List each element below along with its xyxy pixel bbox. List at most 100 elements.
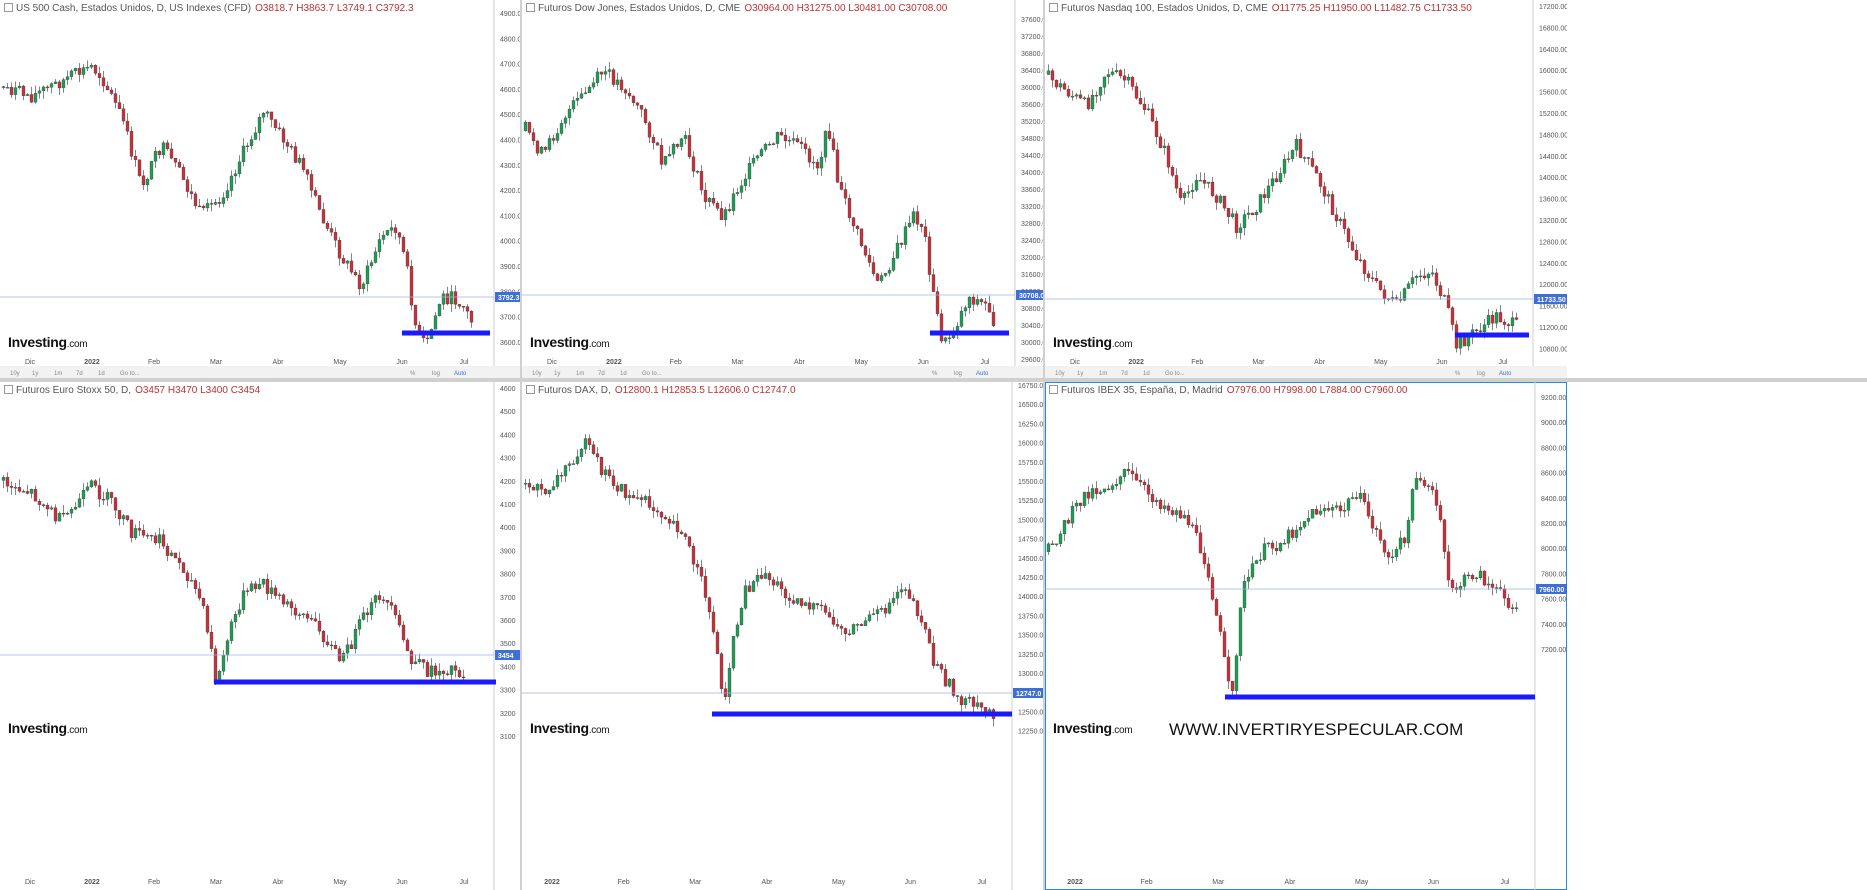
candle-body <box>583 438 588 450</box>
toolbar-button[interactable]: Go to... <box>1165 371 1185 377</box>
toolbar-button[interactable]: % <box>932 371 938 377</box>
candle-body <box>233 614 238 622</box>
chart-canvas[interactable]: 37600.00 37200.00 36800.00 36400.00 36000.00… <box>522 0 1043 378</box>
divider-vertical-2[interactable] <box>1043 0 1045 890</box>
toolbar-button[interactable]: 1d <box>620 371 627 377</box>
toolbar-button[interactable]: 1m <box>576 371 584 377</box>
candle-body <box>433 665 438 676</box>
candle-body <box>595 453 600 458</box>
candle-body <box>1410 277 1415 284</box>
chart-canvas[interactable]: 4600 4500 4400 4300 4200 4100 4000 3900 3800 3700… <box>0 382 520 890</box>
collapse-icon[interactable] <box>1049 385 1058 394</box>
candle-body <box>369 602 374 615</box>
toolbar-button[interactable]: 10y <box>532 371 542 377</box>
candle-body <box>871 262 876 274</box>
toolbar-button[interactable]: 1d <box>1143 371 1150 377</box>
candle-body <box>1070 95 1075 98</box>
candle-body <box>285 601 290 605</box>
candle-body <box>663 155 668 165</box>
candle-body <box>449 291 454 305</box>
collapse-icon[interactable] <box>526 385 535 394</box>
toolbar-button[interactable]: 1y <box>1077 371 1083 377</box>
candle-body <box>433 315 438 330</box>
candle-body <box>859 624 864 626</box>
chart-canvas[interactable]: 9200.00 9000.00 8800.00 8600.00 8400.00 8200.… <box>1045 382 1567 890</box>
collapse-icon[interactable] <box>526 3 535 12</box>
toolbar-button[interactable]: 1d <box>98 371 105 377</box>
toolbar-button[interactable]: 1m <box>1099 371 1107 377</box>
candle-body <box>97 73 102 78</box>
candle-body <box>539 484 544 490</box>
chart-panel-dax[interactable]: 16750.0 16500.0 16250.0 16000.0 15750.0 15500… <box>522 382 1043 890</box>
candle-body <box>213 202 218 205</box>
candle-body <box>1126 76 1131 81</box>
candle-body <box>1450 579 1455 588</box>
candle-body <box>1090 488 1095 499</box>
candle-body <box>373 595 378 603</box>
chart-legend: Futuros Nasdaq 100, Estados Unidos, D, C… <box>1049 3 1472 14</box>
collapse-icon[interactable] <box>1049 3 1058 12</box>
chart-panel-dow[interactable]: 37600.00 37200.00 36800.00 36400.00 36000.00… <box>522 0 1043 378</box>
toolbar-button[interactable]: Go to... <box>120 371 140 377</box>
candle-body <box>807 602 812 610</box>
x-tick-label: Jun <box>396 359 407 366</box>
candle-body <box>575 97 580 101</box>
y-tick-label: 15500.0 <box>1018 479 1043 486</box>
toolbar-button[interactable]: Auto <box>976 371 989 377</box>
toolbar-button[interactable]: Auto <box>1499 371 1512 377</box>
candle-body <box>1374 527 1379 530</box>
candle-body <box>1450 307 1455 325</box>
candle-body <box>531 486 536 491</box>
chart-title: Futuros Nasdaq 100, Estados Unidos, D, C… <box>1061 3 1268 14</box>
candle-body <box>125 120 130 132</box>
toolbar-button[interactable]: 7d <box>598 371 605 377</box>
investing-logo: Investing.com <box>1053 334 1133 350</box>
toolbar-button[interactable]: 10y <box>10 371 20 377</box>
candle-body <box>1362 493 1367 502</box>
y-tick-label: 14250.0 <box>1018 575 1043 582</box>
divider-horizontal[interactable] <box>0 378 1867 382</box>
toolbar-button[interactable]: % <box>1455 371 1461 377</box>
toolbar-button[interactable]: log <box>954 371 962 377</box>
candle-body <box>241 145 246 163</box>
chart-panel-sp500[interactable]: 4900.0 4800.0 4700.0 4600.0 4500.0 4400.0 4300… <box>0 0 520 378</box>
candle-body <box>831 138 836 150</box>
toolbar-button[interactable]: 1m <box>54 371 62 377</box>
candle-body <box>1502 321 1507 325</box>
candle-body <box>1402 537 1407 544</box>
candle-body <box>879 275 884 281</box>
toolbar-button[interactable]: 1y <box>554 371 560 377</box>
chart-panel-eurostoxx[interactable]: 4600 4500 4400 4300 4200 4100 4000 3900 3800 3700… <box>0 382 520 890</box>
candle-body <box>931 274 936 292</box>
candle-body <box>1266 185 1271 198</box>
chart-panel-nasdaq[interactable]: 17200.00 16800.00 16400.00 16000.00 15600.00… <box>1045 0 1567 378</box>
candle-body <box>1378 280 1383 290</box>
chart-canvas[interactable]: 17200.00 16800.00 16400.00 16000.00 15600.00… <box>1045 0 1567 378</box>
divider-vertical-1[interactable] <box>520 0 522 890</box>
toolbar-button[interactable]: log <box>1477 371 1485 377</box>
candle-body <box>453 665 458 671</box>
toolbar-button[interactable]: log <box>432 371 440 377</box>
collapse-icon[interactable] <box>4 3 13 12</box>
y-tick-label: 16500.0 <box>1018 402 1043 409</box>
toolbar-button[interactable]: Auto <box>454 371 467 377</box>
toolbar-button[interactable]: 1y <box>32 371 38 377</box>
toolbar-button[interactable]: % <box>410 371 416 377</box>
toolbar-button[interactable]: 10y <box>1055 371 1065 377</box>
chart-title: US 500 Cash, Estados Unidos, D, US Index… <box>16 3 252 14</box>
candle-body <box>397 232 402 238</box>
toolbar-button[interactable]: Go to... <box>642 371 662 377</box>
chart-canvas[interactable]: 16750.0 16500.0 16250.0 16000.0 15750.0 15500… <box>522 382 1043 890</box>
toolbar-button[interactable]: 7d <box>76 371 83 377</box>
chart-canvas[interactable]: 4900.0 4800.0 4700.0 4600.0 4500.0 4400.0 4300… <box>0 0 520 378</box>
candle-body <box>229 175 234 191</box>
candle-body <box>1210 181 1215 196</box>
candle-body <box>105 492 110 500</box>
x-tick-label: Dic <box>547 359 558 366</box>
candle-body <box>445 673 450 675</box>
collapse-icon[interactable] <box>4 385 13 394</box>
chart-panel-ibex[interactable]: 9200.00 9000.00 8800.00 8600.00 8400.00 8200.… <box>1045 382 1567 890</box>
toolbar-button[interactable]: 7d <box>1121 371 1128 377</box>
x-tick-label: 2022 <box>84 359 100 366</box>
candle-body <box>309 174 314 191</box>
